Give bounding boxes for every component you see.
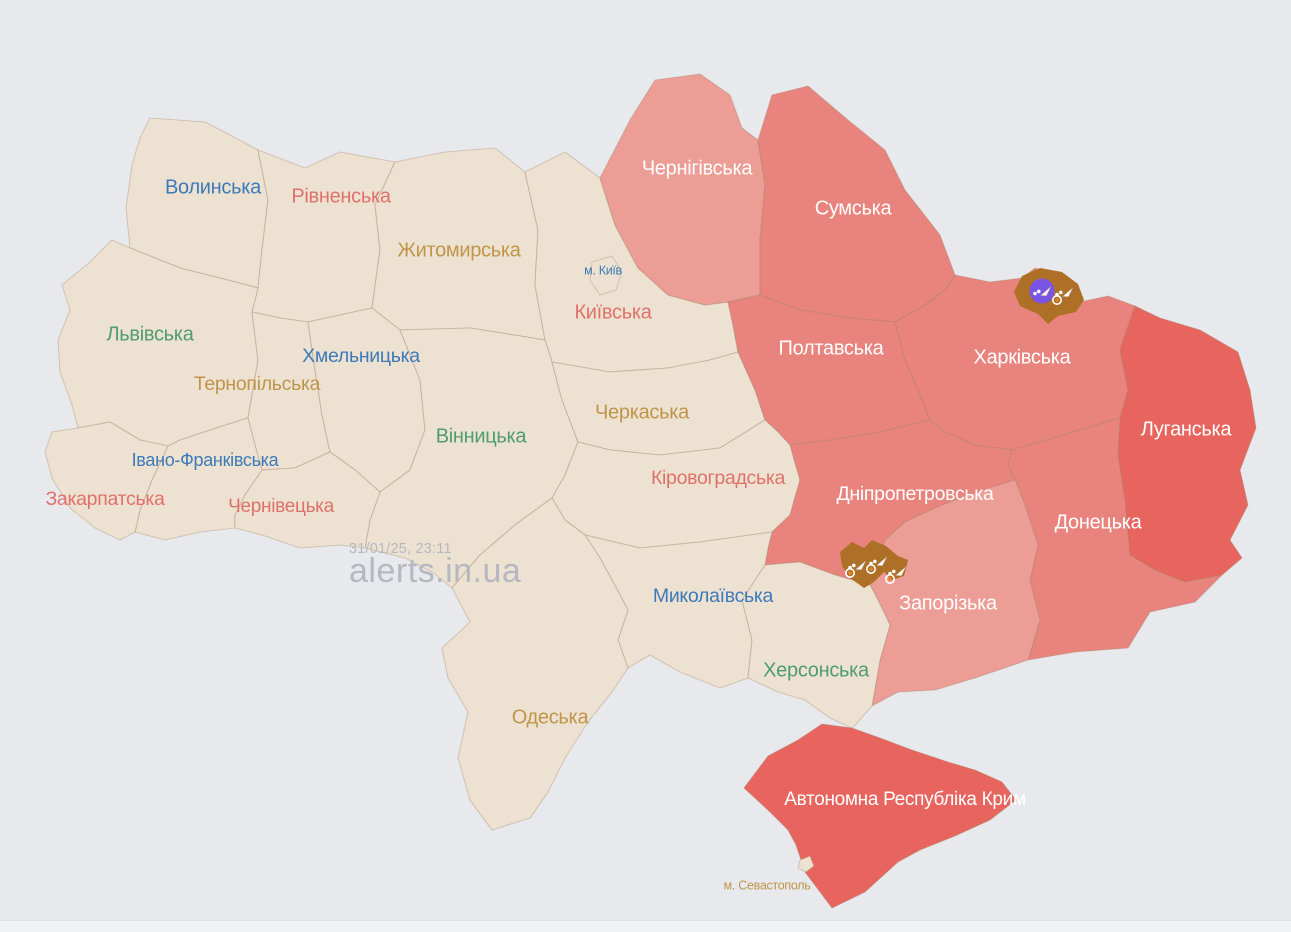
drone-badge-ring	[885, 574, 895, 584]
region-label-kyiv-oblast: Київська	[574, 301, 652, 323]
map-timestamp: 31/01/25, 23:11	[349, 541, 452, 557]
drone-badge-dot	[1055, 298, 1059, 302]
drone-icon	[852, 563, 856, 568]
region-label-odesa: Одеська	[512, 706, 590, 728]
drone-icon	[873, 559, 877, 564]
region-label-kherson: Херсонська	[763, 659, 870, 681]
region-kyiv-city[interactable]	[589, 255, 623, 296]
region-label-kharkiv: Харківська	[974, 346, 1072, 368]
district-alert-dnipro-southwest[interactable]	[840, 540, 908, 588]
region-label-luhansk: Луганська	[1141, 418, 1233, 440]
drone-marker-circle	[1029, 278, 1055, 304]
drone-badge-dot	[888, 577, 892, 581]
region-label-vinnytsia: Вінницька	[436, 425, 528, 447]
drone-icon	[892, 569, 896, 574]
drone-spotted-marker	[866, 555, 888, 574]
drone-icon	[1061, 286, 1074, 298]
region-label-sumy: Сумська	[815, 197, 893, 219]
drone-badge-ring	[866, 564, 876, 574]
region-label-chernihiv: Чернігівська	[642, 157, 754, 179]
drone-icon	[894, 565, 907, 577]
drone-icon	[1037, 289, 1041, 294]
region-chernivtsi[interactable]	[234, 451, 381, 549]
drone-icon	[875, 555, 888, 567]
region-label-ternopil: Тернопільська	[194, 373, 321, 395]
drone-icon	[1059, 290, 1063, 295]
drone-icon	[854, 559, 867, 571]
region-label-ivano-frankivsk: Івано-Франківська	[132, 450, 280, 470]
region-label-zakarpattia: Закарпатська	[45, 488, 165, 510]
region-zakarpattia[interactable]	[44, 421, 169, 541]
region-label-sevastopol: м. Севастополь	[724, 878, 811, 892]
region-label-cherkasy: Черкаська	[595, 401, 690, 423]
drone-origin-marker	[1029, 278, 1055, 304]
region-label-lviv: Львівська	[106, 323, 194, 345]
drone-spotted-marker	[885, 565, 907, 584]
region-label-dnipro: Дніпропетровська	[837, 483, 994, 505]
region-label-volyn: Волинська	[165, 176, 262, 198]
region-label-poltava: Полтавська	[779, 337, 885, 359]
region-label-zhytomyr: Житомирська	[397, 239, 521, 261]
drone-badge-dot	[869, 567, 873, 571]
drone-icon	[1039, 285, 1052, 297]
bottom-bar	[0, 920, 1291, 932]
region-odesa[interactable]	[441, 497, 629, 831]
drone-badge-ring	[1052, 295, 1062, 305]
region-sevastopol[interactable]	[797, 855, 815, 873]
drone-badge-dot	[848, 571, 852, 575]
drone-icon	[1033, 291, 1037, 296]
drone-spotted-marker	[845, 559, 867, 578]
region-label-mykolaiv: Миколаївська	[653, 585, 774, 607]
alerts-watermark: alerts.in.ua	[349, 552, 522, 590]
region-label-zaporizhzhia: Запорізька	[899, 592, 998, 614]
drone-spotted-marker	[1052, 286, 1074, 305]
region-label-khmelnytskyi: Хмельницька	[302, 345, 420, 367]
region-luhansk[interactable]	[1117, 305, 1257, 583]
region-label-crimea: Автономна Республіка Крим	[784, 789, 1026, 810]
drone-badge-ring	[845, 568, 855, 578]
region-label-kyiv-city: м. Київ	[584, 263, 622, 277]
region-label-kirovohrad: Кіровоградська	[651, 467, 786, 489]
region-label-chernivtsi: Чернівецька	[228, 496, 334, 517]
region-label-donetsk: Донецька	[1055, 511, 1143, 533]
region-label-rivne: Рівненська	[291, 185, 392, 207]
